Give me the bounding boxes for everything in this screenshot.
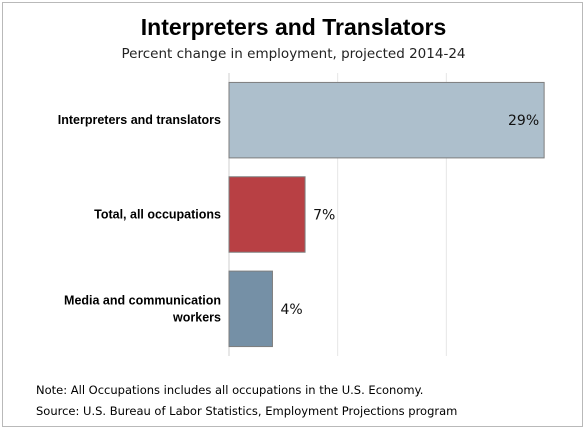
category-label-3-line-2: workers xyxy=(172,310,221,324)
source-text: Source: U.S. Bureau of Labor Statistics,… xyxy=(36,404,458,418)
data-label-1: 29% xyxy=(508,113,539,129)
bar-2 xyxy=(228,176,306,253)
chart-frame: Interpreters and Translators Percent cha… xyxy=(2,2,583,427)
chart-notes: Note: All Occupations includes all occup… xyxy=(36,380,457,422)
category-label-3-line-1: Media and communication xyxy=(64,293,221,307)
data-label-2: 7% xyxy=(313,208,335,224)
category-label-1: Interpreters and translators xyxy=(58,113,221,127)
category-label-2: Total, all occupations xyxy=(94,208,221,222)
data-label-3: 4% xyxy=(280,302,302,318)
bar-1 xyxy=(228,81,545,159)
bar-chart: 29% Interpreters and translators 7% Total, … xyxy=(58,73,545,356)
chart-title: Interpreters and Translators xyxy=(140,14,447,40)
bar-3 xyxy=(228,270,273,348)
note-text: Note: All Occupations includes all occup… xyxy=(36,383,424,397)
chart-subtitle: Percent change in employment, projected … xyxy=(121,46,466,62)
